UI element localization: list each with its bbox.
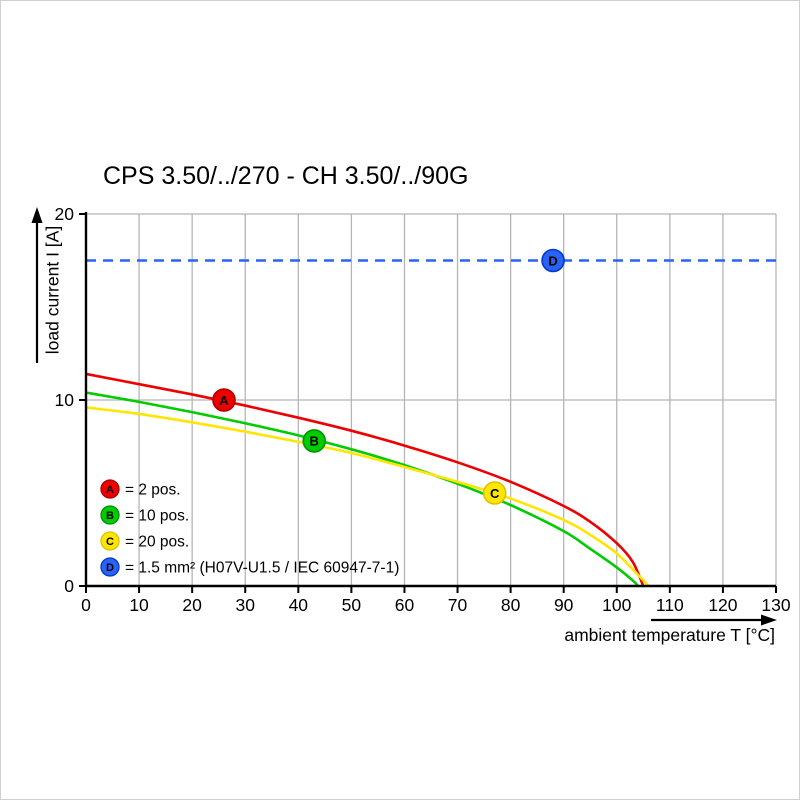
y-tick-label: 10 [55, 390, 75, 410]
x-tick-label: 0 [81, 595, 91, 615]
marker-letter-C: C [490, 486, 500, 501]
marker-D [541, 248, 565, 273]
x-tick-label: 60 [395, 595, 415, 615]
legend-letter-A: A [106, 484, 114, 496]
marker-B [302, 429, 327, 453]
x-tick-label: 90 [554, 595, 574, 615]
x-tick-label: 130 [761, 595, 790, 615]
x-tick-label: 40 [289, 595, 309, 615]
x-tick-label: 100 [602, 595, 631, 615]
marker-letter-B: B [310, 434, 319, 449]
legend-label-A: = 2 pos. [125, 482, 181, 499]
y-axis-arrow-icon [31, 207, 43, 223]
legend-swatch-B [100, 505, 120, 525]
curve-C [85, 406, 650, 587]
marker-letter-A: A [219, 393, 229, 408]
x-tick-label: 120 [708, 595, 737, 615]
legend-letter-D: D [106, 562, 114, 574]
x-tick-label: 50 [342, 595, 362, 615]
x-tick-label: 70 [448, 595, 468, 615]
marker-A [212, 388, 236, 412]
x-axis-label: ambient temperature T [°C] [564, 625, 775, 645]
x-tick-label: 30 [235, 595, 255, 615]
legend-letter-B: B [106, 510, 114, 522]
legend-swatch-C [100, 531, 120, 551]
marker-C [482, 481, 507, 505]
x-tick-label: 10 [129, 595, 149, 615]
chart-title: CPS 3.50/../270 - CH 3.50/../90G [103, 162, 469, 190]
x-axis-arrow-icon [761, 614, 777, 626]
legend-label-C: = 20 pos. [125, 534, 189, 551]
x-tick-label: 110 [656, 595, 684, 615]
legend-swatch-D [100, 557, 120, 577]
legend-letter-C: C [106, 536, 114, 548]
y-tick-label: 0 [64, 576, 74, 596]
curve-A [85, 372, 645, 587]
x-tick-label: 80 [501, 595, 521, 615]
legend-label-D: = 1.5 mm² (H07V-U1.5 / IEC 60947-7-1) [125, 560, 399, 577]
legend-swatch-A [100, 479, 120, 499]
marker-letter-D: D [548, 253, 557, 268]
x-tick-label: 20 [182, 595, 202, 615]
legend-label-B: = 10 pos. [125, 508, 189, 525]
y-tick-label: 20 [55, 204, 75, 224]
